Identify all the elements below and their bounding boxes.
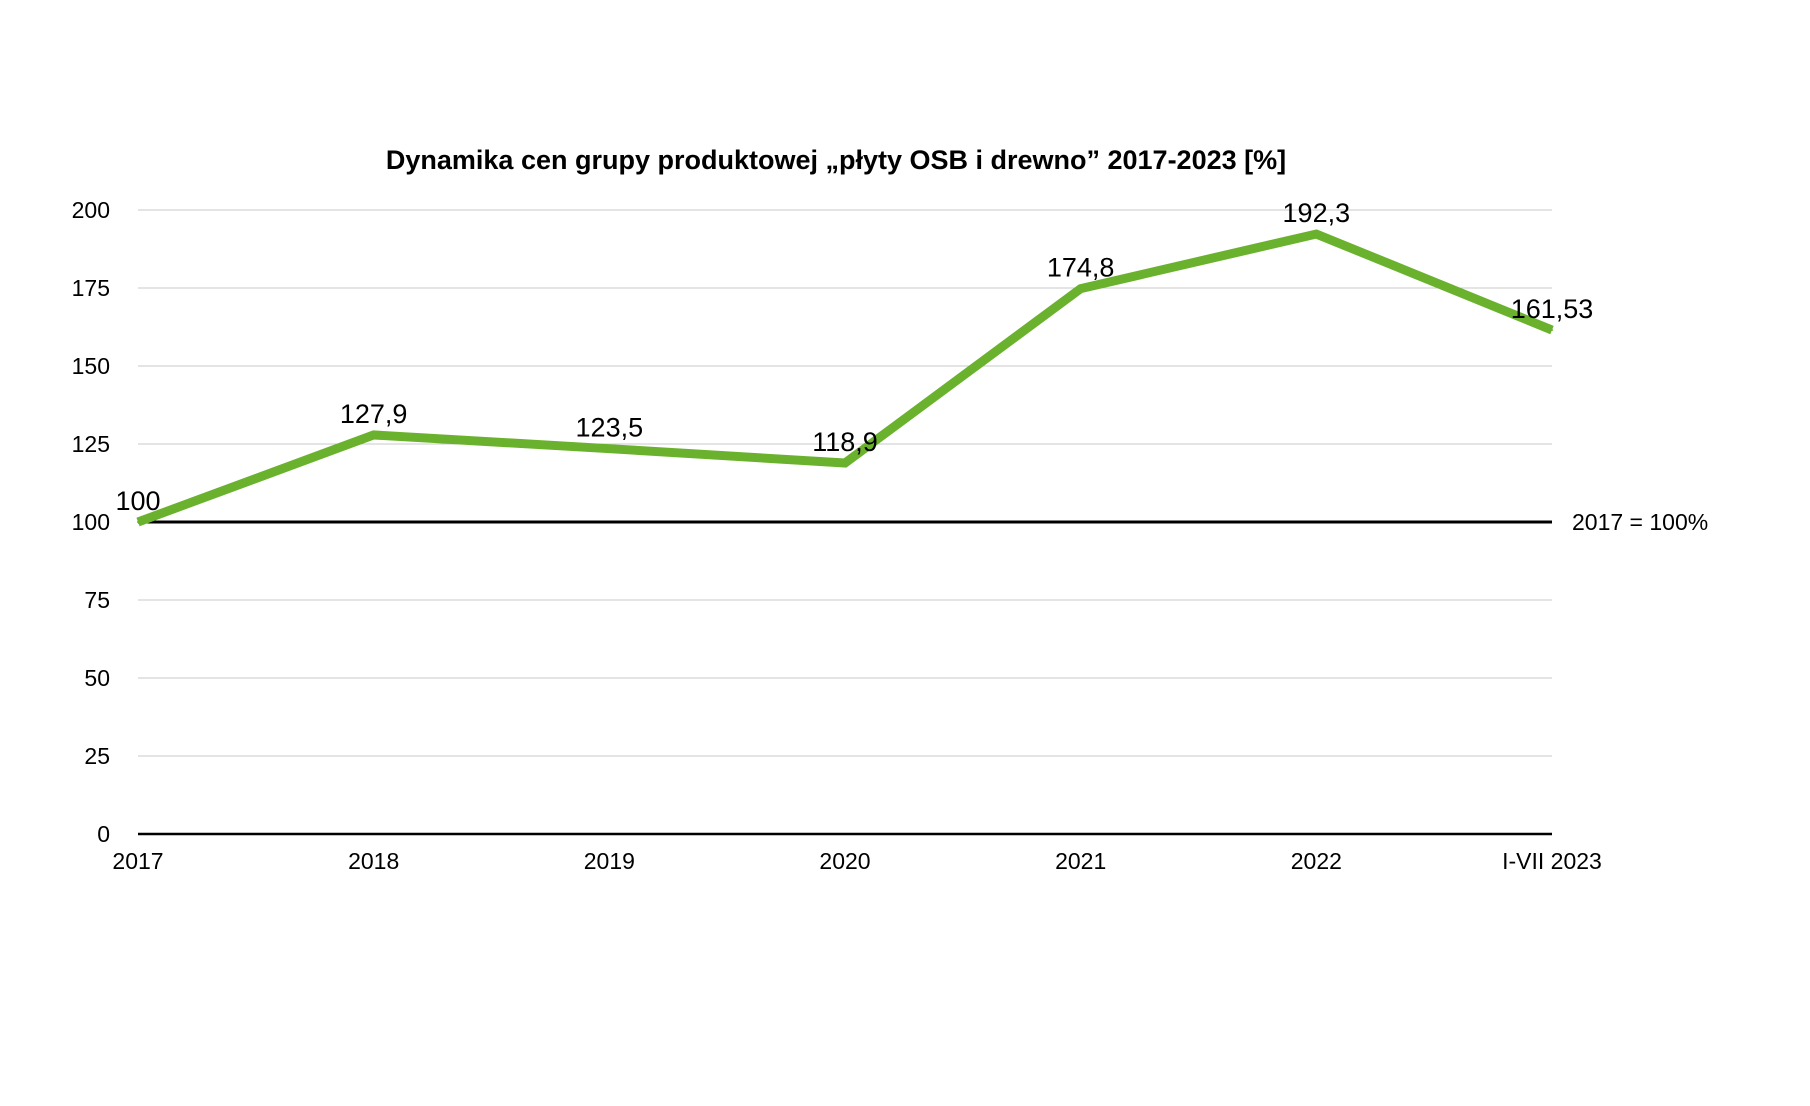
data-point bbox=[1315, 233, 1318, 236]
x-axis-ticks: 2017 2018 2019 2020 2021 2022 I-VII 2023 bbox=[112, 848, 1601, 874]
x-tick-label: 2021 bbox=[1055, 848, 1106, 874]
data-label: 161,53 bbox=[1511, 294, 1594, 324]
x-tick-label: 2022 bbox=[1291, 848, 1342, 874]
data-label: 118,9 bbox=[812, 427, 878, 457]
y-tick-label: 0 bbox=[97, 821, 110, 847]
data-label: 174,8 bbox=[1047, 253, 1115, 283]
y-tick-label: 150 bbox=[72, 353, 110, 379]
chart-title: Dynamika cen grupy produktowej „płyty OS… bbox=[385, 145, 1287, 175]
data-point bbox=[137, 521, 139, 523]
data-point bbox=[372, 433, 375, 436]
series-line bbox=[136, 229, 1554, 527]
data-point bbox=[1551, 329, 1553, 332]
x-tick-label: 2017 bbox=[112, 848, 163, 874]
y-tick-label: 75 bbox=[84, 587, 110, 613]
data-point bbox=[1079, 287, 1082, 290]
data-point bbox=[608, 447, 611, 450]
x-tick-label: 2018 bbox=[348, 848, 399, 874]
data-label: 127,9 bbox=[340, 399, 408, 429]
y-tick-label: 175 bbox=[72, 275, 110, 301]
y-tick-label: 50 bbox=[84, 665, 110, 691]
x-tick-label: 2019 bbox=[584, 848, 635, 874]
x-tick-label: 2020 bbox=[819, 848, 870, 874]
y-tick-label: 25 bbox=[84, 743, 110, 769]
y-axis-ticks: 0 25 50 75 100 125 150 175 200 bbox=[72, 197, 110, 847]
data-label: 192,3 bbox=[1283, 198, 1351, 228]
data-label: 100 bbox=[115, 486, 160, 516]
data-label: 123,5 bbox=[576, 413, 644, 443]
y-tick-label: 100 bbox=[72, 509, 110, 535]
data-point bbox=[844, 462, 846, 465]
gridlines bbox=[138, 209, 1552, 757]
x-tick-label: I-VII 2023 bbox=[1502, 848, 1602, 874]
reference-line-label: 2017 = 100% bbox=[1572, 509, 1708, 535]
y-tick-label: 125 bbox=[72, 431, 110, 457]
y-tick-label: 200 bbox=[72, 197, 110, 223]
